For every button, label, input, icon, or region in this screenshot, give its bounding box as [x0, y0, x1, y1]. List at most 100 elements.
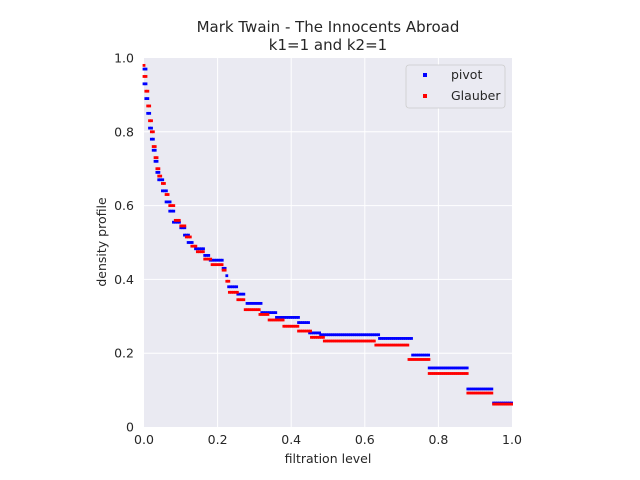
data-point	[400, 343, 404, 347]
data-point	[144, 97, 148, 100]
data-point	[161, 189, 164, 193]
y-tick-labels: 0 0.2 0.4 0.6 0.8 1.0	[114, 51, 134, 435]
data-point	[146, 97, 150, 100]
y-tick-label: 0.8	[114, 124, 134, 139]
data-point	[260, 311, 264, 315]
data-point	[334, 339, 338, 343]
data-point	[173, 218, 177, 222]
data-point	[322, 335, 325, 339]
data-point	[406, 343, 410, 347]
data-point	[443, 372, 447, 375]
data-point	[149, 130, 153, 134]
plot-area-background	[144, 58, 512, 427]
data-point	[269, 318, 273, 322]
data-point	[205, 257, 209, 261]
data-point	[227, 285, 231, 289]
data-point	[151, 148, 155, 152]
data-point	[253, 308, 257, 312]
data-point	[367, 333, 371, 337]
data-point	[429, 366, 433, 370]
data-point	[468, 391, 472, 395]
data-point	[207, 257, 211, 261]
data-point	[449, 366, 453, 370]
data-point	[202, 247, 205, 251]
data-point	[382, 343, 386, 347]
data-point	[221, 266, 225, 270]
data-point	[243, 308, 247, 312]
data-point	[410, 337, 413, 340]
data-point	[281, 318, 285, 322]
data-point	[398, 343, 402, 347]
data-point	[335, 333, 339, 337]
data-point	[312, 331, 315, 335]
data-point	[368, 339, 372, 343]
data-point	[345, 333, 349, 337]
data-point	[461, 366, 465, 370]
data-point	[325, 333, 329, 337]
data-point	[168, 204, 172, 207]
data-point	[163, 189, 166, 193]
data-point	[205, 254, 209, 257]
data-point	[177, 218, 181, 222]
data-point	[146, 89, 150, 93]
data-point	[192, 244, 196, 248]
data-point	[235, 285, 239, 289]
data-point	[404, 343, 408, 347]
data-point	[427, 366, 431, 370]
data-point	[299, 321, 302, 324]
data-point	[294, 324, 298, 328]
data-point	[307, 329, 310, 333]
data-point	[188, 241, 192, 244]
data-point	[245, 301, 249, 305]
data-point	[380, 337, 383, 340]
data-point	[480, 387, 484, 391]
data-point	[343, 333, 347, 337]
data-point	[157, 167, 161, 171]
legend-box	[405, 64, 506, 109]
data-point	[216, 263, 220, 267]
data-point	[492, 402, 495, 406]
data-point	[295, 316, 298, 319]
data-point	[482, 387, 486, 391]
data-point	[286, 324, 290, 328]
data-point	[142, 75, 146, 78]
data-point	[465, 366, 469, 370]
data-point	[455, 366, 459, 370]
data-point	[413, 358, 417, 361]
data-point	[195, 250, 199, 254]
data-point	[194, 244, 198, 248]
data-point	[484, 387, 488, 391]
data-point	[346, 339, 350, 343]
data-point	[168, 209, 172, 213]
data-point	[272, 311, 276, 315]
data-point	[342, 339, 346, 343]
data-point	[166, 193, 170, 196]
data-point	[146, 104, 150, 108]
data-point	[402, 343, 406, 347]
data-point	[309, 329, 312, 333]
data-point	[339, 333, 343, 337]
data-point	[172, 209, 176, 213]
data-point	[427, 358, 431, 361]
data-point	[439, 372, 443, 375]
data-point	[175, 218, 179, 222]
data-point	[316, 331, 319, 335]
data-point	[433, 372, 437, 375]
data-point	[283, 316, 286, 319]
data-point	[212, 258, 216, 262]
data-point	[148, 104, 152, 108]
data-point	[190, 244, 194, 248]
data-point	[198, 247, 201, 251]
data-point	[364, 339, 368, 343]
data-point	[151, 137, 155, 141]
data-point	[380, 343, 384, 347]
legend-marker-glauber	[423, 94, 427, 98]
data-point	[347, 333, 351, 337]
data-point	[353, 333, 357, 337]
data-point	[183, 224, 187, 228]
legend-label-glauber: Glauber	[451, 88, 501, 103]
data-point	[330, 339, 334, 343]
data-point	[150, 119, 153, 123]
data-point	[358, 339, 362, 343]
